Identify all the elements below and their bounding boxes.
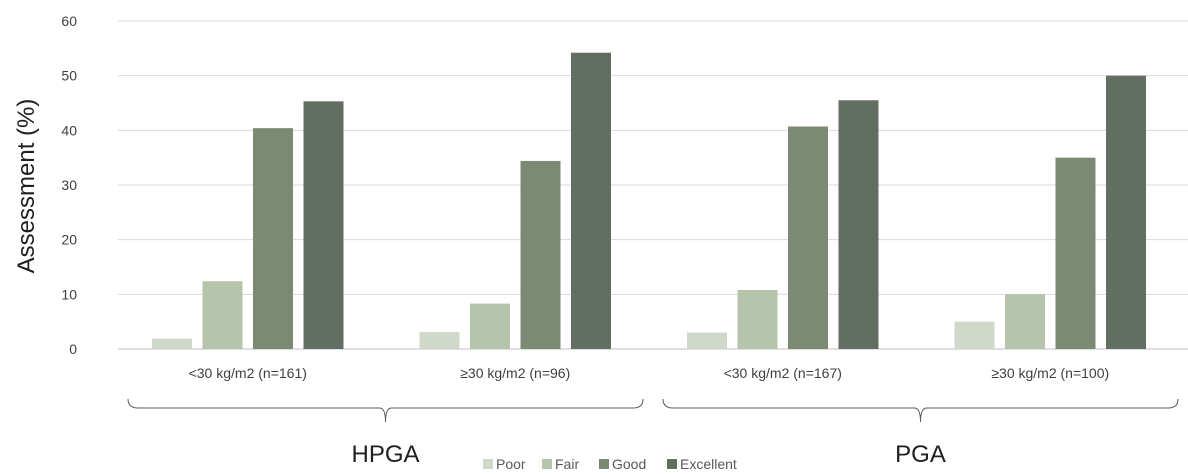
category-label: ≥30 kg/m2 (n=100) xyxy=(991,365,1109,381)
bar-excellent-1 xyxy=(571,52,611,349)
bar-good-1 xyxy=(520,160,561,349)
category-labels: <30 kg/m2 (n=161) ≥30 kg/m2 (n=96) <30 kg/… xyxy=(189,365,1110,381)
category-label: ≥30 kg/m2 (n=96) xyxy=(460,365,570,381)
legend-label-excellent: Excellent xyxy=(680,456,737,472)
legend-label-poor: Poor xyxy=(496,456,526,472)
legend-swatch-good xyxy=(599,459,609,469)
bar-poor-3 xyxy=(954,321,995,349)
y-tick-label: 20 xyxy=(61,232,77,248)
bar-excellent-3 xyxy=(1106,75,1146,350)
y-axis-label: Assessment (%) xyxy=(13,99,40,274)
bars xyxy=(152,52,1146,350)
legend-swatch-poor xyxy=(483,459,493,469)
gridlines xyxy=(118,20,1188,350)
bar-good-3 xyxy=(1055,157,1096,349)
bar-poor-2 xyxy=(687,332,727,349)
bar-good-0 xyxy=(253,128,293,349)
group-label: HPGA xyxy=(351,441,419,468)
y-tick-label: 0 xyxy=(69,341,77,357)
legend-label-fair: Fair xyxy=(555,456,579,472)
y-tick-label: 50 xyxy=(61,68,77,84)
y-tick-label: 60 xyxy=(61,13,77,29)
bar-excellent-2 xyxy=(838,100,879,350)
bar-good-2 xyxy=(788,126,828,349)
y-tick-label: 40 xyxy=(61,122,77,138)
group-brace xyxy=(127,398,644,423)
bar-excellent-0 xyxy=(303,101,344,349)
y-tick-label: 10 xyxy=(61,286,77,302)
category-label: <30 kg/m2 (n=167) xyxy=(724,365,842,381)
category-label: <30 kg/m2 (n=161) xyxy=(189,365,307,381)
legend-swatch-fair xyxy=(542,459,552,469)
group-braces xyxy=(127,398,1179,423)
group-labels: HPGA PGA xyxy=(351,441,945,468)
y-tick-label: 30 xyxy=(61,177,77,193)
bar-fair-3 xyxy=(1005,294,1045,349)
legend-swatch-excellent xyxy=(667,459,677,469)
legend-label-good: Good xyxy=(612,456,646,472)
bar-poor-0 xyxy=(152,338,192,349)
legend: Poor Fair Good Excellent xyxy=(483,456,737,472)
bar-poor-1 xyxy=(419,332,460,349)
y-axis-ticks: 0 10 20 30 40 50 60 xyxy=(61,13,77,357)
bar-fair-2 xyxy=(737,289,778,349)
group-brace xyxy=(662,398,1179,423)
group-label: PGA xyxy=(895,441,946,468)
bar-fair-0 xyxy=(202,281,243,349)
bar-fair-1 xyxy=(470,303,510,349)
